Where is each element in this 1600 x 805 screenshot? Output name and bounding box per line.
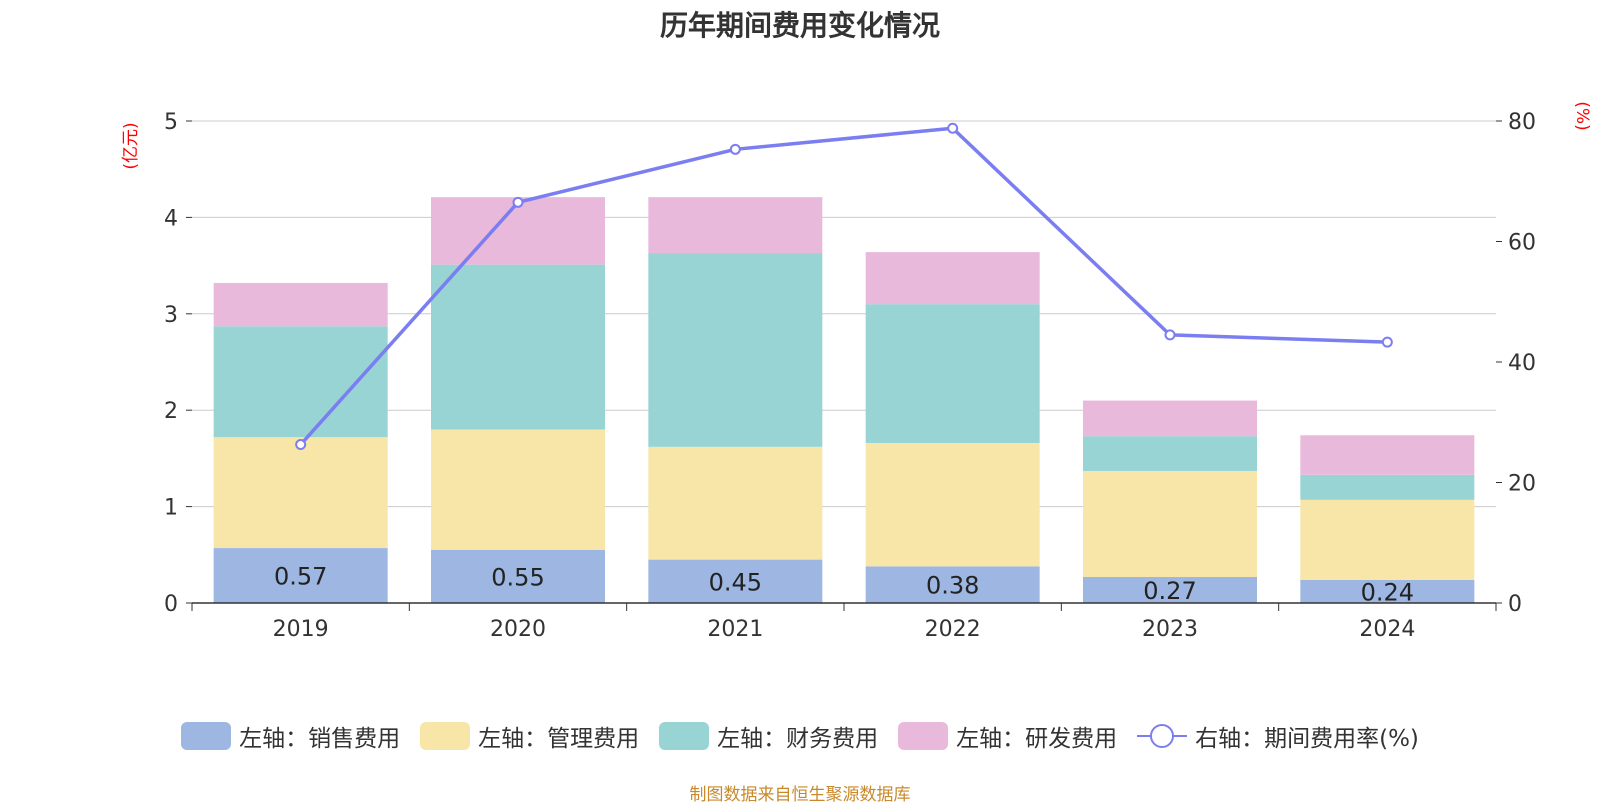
x-axis-label: 2020 [490,617,546,642]
bar-sales-2021[interactable] [648,559,823,603]
bar-sales-2023[interactable] [1083,576,1257,603]
bar-label-sales-2021: 0.45 [709,568,762,596]
bar-label-sales-2019: 0.57 [274,563,327,591]
right-axis-unit: (%) [1572,101,1592,130]
left-axis-tick-label: 1 [164,496,178,521]
right-axis-tick-label: 40 [1508,351,1536,376]
bar-sales-2019[interactable] [213,548,388,603]
legend-swatch-admin [420,722,471,750]
bar-finance-2024[interactable] [1300,474,1475,500]
ratio-point-2023[interactable] [1164,329,1176,341]
bar-admin-2024[interactable] [1300,499,1475,580]
x-axis-label: 2022 [925,617,981,642]
right-axis-tick-label: 20 [1508,472,1536,497]
left-axis-tick-label: 5 [164,110,178,135]
x-axis-label: 2023 [1142,617,1198,642]
legend-swatch-rd [898,722,949,750]
bar-admin-2021[interactable] [648,446,823,560]
legend-item-sales[interactable]: 左轴：销售费用 [181,719,400,753]
bar-rd-2019[interactable] [213,282,388,327]
left-axis-tick-label: 0 [164,592,178,617]
left-axis-unit: (亿元) [121,122,141,169]
bar-admin-2023[interactable] [1083,470,1257,577]
bar-admin-2020[interactable] [431,429,605,550]
bar-label-sales-2020: 0.55 [491,563,544,591]
source-note: 制图数据来自恒生聚源数据库 [689,785,911,805]
ratio-point-2022[interactable] [947,122,959,134]
legend-label-finance: 左轴：财务费用 [717,726,879,752]
legend-label-admin: 左轴：管理费用 [478,726,640,752]
bar-finance-2022[interactable] [865,304,1040,443]
legend-item-admin[interactable]: 左轴：管理费用 [420,719,639,753]
legend-item-ratio[interactable]: 右轴：期间费用率(%) [1137,719,1419,753]
bar-sales-2022[interactable] [865,566,1040,603]
legend-swatch-finance [659,722,710,750]
chart-title: 历年期间费用变化情况 [659,9,940,42]
ratio-point-2020[interactable] [512,196,524,208]
bar-label-sales-2022: 0.38 [926,572,979,600]
right-axis-tick-label: 60 [1508,231,1536,256]
right-axis-tick-label: 80 [1508,110,1536,135]
ratio-point-2021[interactable] [729,143,741,155]
ratio-point-2019[interactable] [295,439,307,451]
bar-rd-2021[interactable] [648,197,823,254]
left-axis-tick-label: 4 [164,206,178,231]
ratio-line [299,126,1388,446]
x-axis-label: 2019 [273,617,329,642]
legend-label-ratio: 右轴：期间费用率(%) [1195,726,1419,752]
bar-label-sales-2023: 0.27 [1143,577,1196,605]
x-axis-label: 2024 [1359,617,1415,642]
ratio-point-2024[interactable] [1381,336,1393,348]
left-axis-tick-label: 3 [164,303,178,328]
bar-rd-2023[interactable] [1083,400,1257,437]
bar-admin-2022[interactable] [865,442,1040,567]
bar-finance-2021[interactable] [648,253,823,447]
legend-swatch-sales [181,722,232,750]
right-axis-tick-label: 0 [1508,592,1522,617]
bar-sales-2024[interactable] [1300,579,1475,603]
legend-label-rd: 左轴：研发费用 [956,726,1118,752]
left-axis-tick-label: 2 [164,399,178,424]
bar-rd-2022[interactable] [865,252,1040,305]
legend-item-rd[interactable]: 左轴：研发费用 [898,719,1117,753]
bar-finance-2020[interactable] [431,264,605,430]
bar-rd-2024[interactable] [1300,435,1475,475]
bar-finance-2023[interactable] [1083,436,1257,471]
x-axis-label: 2021 [707,617,763,642]
bar-admin-2019[interactable] [213,437,388,549]
bar-sales-2020[interactable] [431,549,605,603]
legend-label-sales: 左轴：销售费用 [239,726,401,752]
legend-swatch-ratio [1137,722,1188,750]
legend-item-finance[interactable]: 左轴：财务费用 [659,719,878,753]
legend: 左轴：销售费用 左轴：管理费用 左轴：财务费用 左轴：研发费用 右轴：期间费用率… [0,719,1600,753]
bar-label-sales-2024: 0.24 [1361,578,1414,606]
bar-finance-2019[interactable] [213,326,388,438]
bar-rd-2020[interactable] [431,197,605,265]
